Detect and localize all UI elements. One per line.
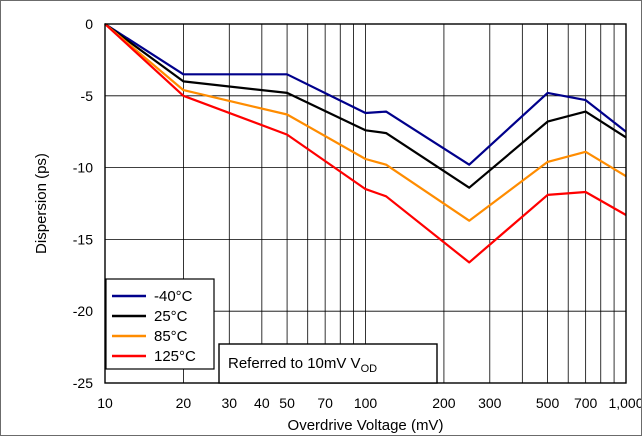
y-tick-label: -20 — [73, 303, 93, 319]
x-tick-label: 1,000 — [608, 395, 641, 411]
series-line — [104, 23, 627, 189]
x-tick-label: 40 — [254, 395, 270, 411]
x-axis-title: Overdrive Voltage (mV) — [288, 417, 444, 434]
series-lines — [104, 23, 627, 264]
legend-label: 125°C — [154, 348, 196, 365]
y-axis-title: Dispersion (ps) — [33, 153, 50, 254]
x-tick-label: 50 — [279, 395, 295, 411]
x-tick-label: 500 — [536, 395, 560, 411]
legend: -40°C 25°C 85°C 125°C — [105, 278, 215, 370]
y-tick-label: -25 — [73, 375, 93, 391]
annotation-main: Referred to 10mV V — [228, 355, 361, 372]
series-line — [104, 23, 627, 222]
legend-label: 85°C — [154, 328, 188, 345]
legend-label: -40°C — [154, 288, 193, 305]
annotation-box: Referred to 10mV VOD — [218, 343, 438, 384]
y-tick-label: 0 — [85, 16, 93, 32]
y-tick-label: -10 — [73, 160, 93, 176]
x-tick-label: 70 — [317, 395, 333, 411]
x-tick-label: 20 — [176, 395, 192, 411]
y-tick-label: -15 — [73, 231, 93, 247]
x-tick-label: 100 — [354, 395, 378, 411]
grid — [105, 24, 626, 383]
legend-label: 25°C — [154, 308, 188, 325]
annotation-text: Referred to 10mV VOD — [228, 355, 377, 375]
series-line — [104, 23, 627, 264]
series-line — [104, 23, 627, 166]
y-tick-label: -5 — [81, 88, 94, 104]
x-tick-label: 300 — [478, 395, 502, 411]
annotation-subscript: OD — [361, 363, 378, 375]
tick-labels: 10 20 30 40 50 70 100 200 300 500 700 1,000 0 -5 -10 -1… — [73, 16, 642, 411]
x-tick-label: 10 — [97, 395, 113, 411]
x-tick-label: 200 — [432, 395, 456, 411]
x-tick-label: 700 — [574, 395, 598, 411]
legend-box — [105, 278, 215, 370]
x-tick-label: 30 — [222, 395, 238, 411]
